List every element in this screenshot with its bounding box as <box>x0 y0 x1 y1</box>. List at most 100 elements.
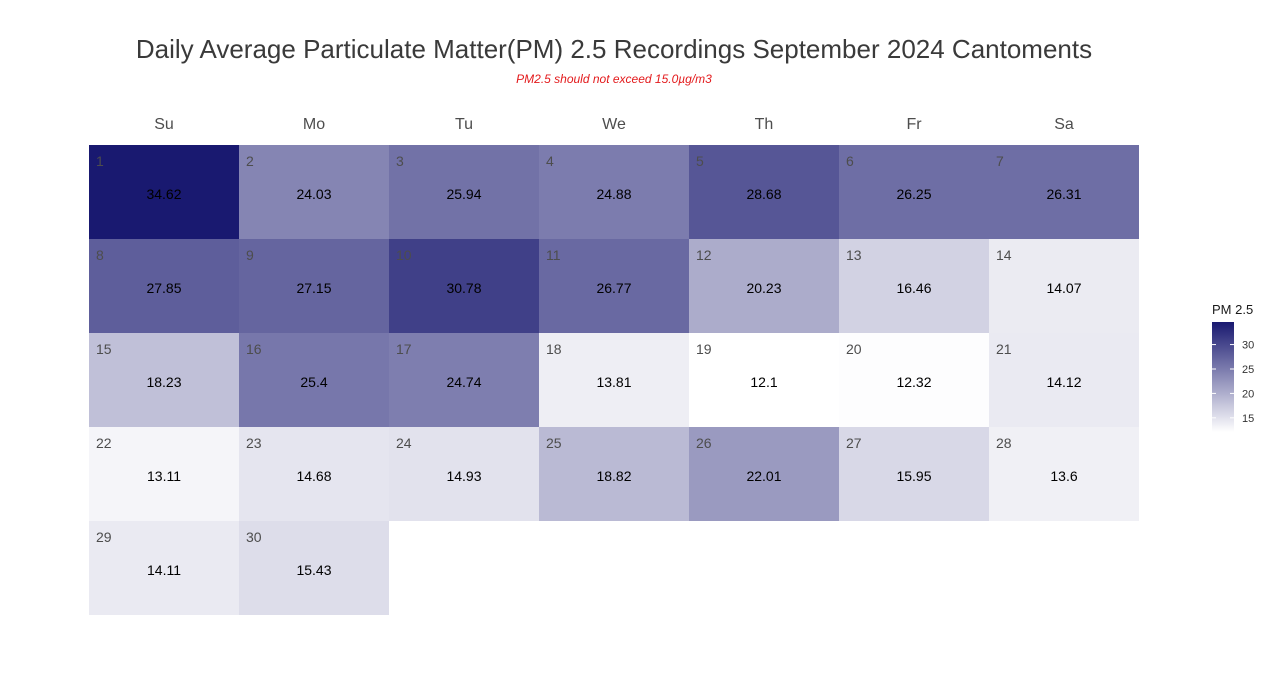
day-number: 3 <box>396 153 404 169</box>
cell-fill <box>689 333 839 427</box>
calendar-cell: 12 20.23 <box>689 239 839 333</box>
calendar-cell: 20 12.32 <box>839 333 989 427</box>
cell-fill <box>89 521 239 615</box>
calendar-cell: 18 13.81 <box>539 333 689 427</box>
legend-tick-label: 30 <box>1242 340 1254 352</box>
cell-fill <box>389 239 539 333</box>
calendar-cell: 325.94 <box>389 145 539 239</box>
calendar-cell: 827.85 <box>89 239 239 333</box>
cell-fill <box>389 333 539 427</box>
calendar-cell: 224.03 <box>239 145 389 239</box>
day-number: 21 <box>996 341 1012 357</box>
pm25-value-label: 18.82 <box>596 468 631 484</box>
cell-fill <box>989 145 1139 239</box>
day-number: 9 <box>246 247 254 263</box>
day-number: 5 <box>696 153 704 169</box>
pm25-value-label: 30.78 <box>446 280 481 296</box>
cell-fill <box>839 239 989 333</box>
legend-ticks: 15 20 25 30 <box>1212 340 1254 425</box>
day-number: 29 <box>96 529 112 545</box>
calendar-cell: 10 30.78 <box>389 239 539 333</box>
pm25-value-label: 13.81 <box>596 374 631 390</box>
calendar-cell: 528.68 <box>689 145 839 239</box>
pm25-value-label: 22.01 <box>746 468 781 484</box>
calendar-cell: 27 15.95 <box>839 427 989 521</box>
day-number: 7 <box>996 153 1004 169</box>
weekday-label-fr: Fr <box>906 116 922 133</box>
calendar-cell: 726.31 <box>989 145 1139 239</box>
cell-fill <box>539 239 689 333</box>
pm25-value-label: 24.88 <box>596 186 631 202</box>
day-number: 17 <box>396 341 412 357</box>
day-number: 15 <box>96 341 112 357</box>
cell-fill <box>689 145 839 239</box>
cell-fill <box>239 239 389 333</box>
calendar-cell: 17 24.74 <box>389 333 539 427</box>
calendar-cell: 11 26.77 <box>539 239 689 333</box>
weekday-label-mo: Mo <box>303 116 325 133</box>
pm25-value-label: 26.31 <box>1046 186 1081 202</box>
calendar-cell: 23 14.68 <box>239 427 389 521</box>
cell-fill <box>539 145 689 239</box>
day-number: 16 <box>246 341 262 357</box>
pm25-value-label: 14.07 <box>1046 280 1081 296</box>
calendar-cell: 134.62 <box>89 145 239 239</box>
cell-fill <box>389 145 539 239</box>
calendar-cell: 28 13.6 <box>989 427 1139 521</box>
calendar-cell: 626.25 <box>839 145 989 239</box>
pm25-value-label: 15.43 <box>296 562 331 578</box>
day-number: 26 <box>696 435 712 451</box>
legend-tick-label: 25 <box>1242 364 1254 376</box>
day-number: 13 <box>846 247 862 263</box>
cell-fill <box>389 427 539 521</box>
day-number: 6 <box>846 153 854 169</box>
calendar-cell: 30 15.43 <box>239 521 389 615</box>
cell-fill <box>239 333 389 427</box>
pm25-value-label: 34.62 <box>146 186 181 202</box>
calendar-cell: 21 14.12 <box>989 333 1139 427</box>
pm25-value-label: 14.68 <box>296 468 331 484</box>
day-number: 12 <box>696 247 712 263</box>
cell-fill <box>989 333 1139 427</box>
pm25-value-label: 25.4 <box>300 374 327 390</box>
day-number: 22 <box>96 435 112 451</box>
calendar-cell: 19 12.1 <box>689 333 839 427</box>
cell-fill <box>89 333 239 427</box>
day-number: 30 <box>246 529 262 545</box>
color-legend: PM 2.5 15 20 25 30 <box>1212 302 1254 432</box>
pm25-value-label: 24.74 <box>446 374 481 390</box>
pm25-value-label: 14.93 <box>446 468 481 484</box>
pm25-value-label: 24.03 <box>296 186 331 202</box>
legend-tick-label: 20 <box>1242 388 1254 400</box>
weekday-label-we: We <box>602 116 626 133</box>
day-number: 14 <box>996 247 1012 263</box>
pm25-value-label: 13.6 <box>1050 468 1077 484</box>
pm25-value-label: 15.95 <box>896 468 931 484</box>
legend-colorbar <box>1212 322 1234 432</box>
pm25-value-label: 20.23 <box>746 280 781 296</box>
day-number: 25 <box>546 435 562 451</box>
cell-fill <box>239 521 389 615</box>
weekday-label-tu: Tu <box>455 116 473 133</box>
calendar-cell: 29 14.11 <box>89 521 239 615</box>
pm25-value-label: 25.94 <box>446 186 481 202</box>
cell-fill <box>689 427 839 521</box>
cell-fill <box>689 239 839 333</box>
calendar-cell: 26 22.01 <box>689 427 839 521</box>
calendar-cell: 15 18.23 <box>89 333 239 427</box>
weekday-label-sa: Sa <box>1054 116 1074 133</box>
cell-fill <box>539 427 689 521</box>
cell-fill <box>539 333 689 427</box>
day-number: 1 <box>96 153 104 169</box>
pm25-value-label: 14.12 <box>1046 374 1081 390</box>
calendar-cell: 14 14.07 <box>989 239 1139 333</box>
day-number: 18 <box>546 341 562 357</box>
pm25-value-label: 18.23 <box>146 374 181 390</box>
day-number: 28 <box>996 435 1012 451</box>
weekday-headers: Su Mo Tu We Th Fr Sa <box>154 116 1074 133</box>
day-number: 24 <box>396 435 412 451</box>
day-number: 2 <box>246 153 254 169</box>
cell-fill <box>89 239 239 333</box>
legend-title: PM 2.5 <box>1212 302 1253 317</box>
